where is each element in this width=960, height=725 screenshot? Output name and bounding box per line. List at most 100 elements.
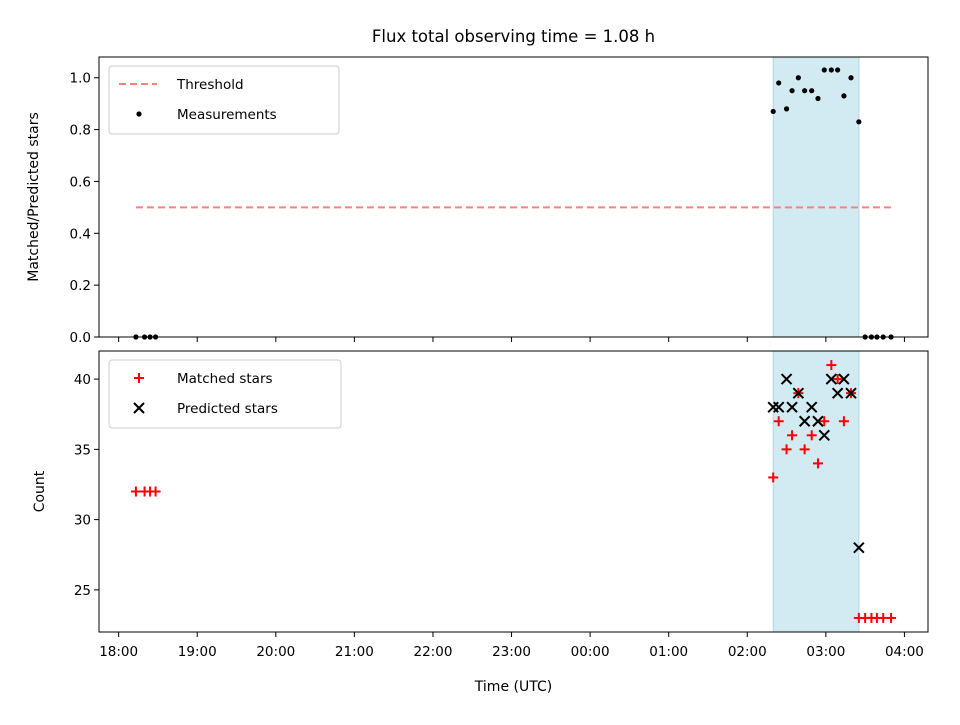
y-tick-label: 1.0 (70, 71, 91, 87)
x-tick-label: 00:00 (571, 644, 610, 660)
data-point (787, 430, 798, 441)
data-point (795, 75, 801, 81)
data-point (841, 93, 847, 99)
legend-box (108, 65, 340, 135)
observing-window-band (772, 56, 860, 338)
x-tick-label: 03:00 (806, 644, 845, 660)
legend-marker-swatch-stroke-1 (133, 402, 145, 414)
legend: Matched stars Predicted stars (108, 359, 342, 429)
data-point (831, 387, 844, 399)
data-point (832, 374, 843, 385)
data-point (835, 67, 841, 73)
y-axis-label-ratio: Matched/Predicted stars (26, 112, 42, 282)
x-tick-label: 20:00 (256, 644, 295, 660)
data-point (821, 67, 827, 73)
x-tick-label: 01:00 (649, 644, 688, 660)
y-tick-label: 30 (74, 513, 91, 529)
y-tick-label: 35 (74, 442, 91, 458)
data-point (825, 373, 838, 385)
legend-marker-swatch (134, 373, 144, 383)
data-point (805, 401, 818, 413)
x-tick-label: 23:00 (492, 644, 531, 660)
chart-title: Flux total observing time = 1.08 h (372, 27, 655, 46)
data-point (856, 119, 862, 125)
legend-marker-swatch (133, 402, 145, 414)
x-tick-label: 22:00 (414, 644, 453, 660)
y-tick-label: 0.4 (70, 226, 91, 242)
y-tick-label: 25 (74, 583, 91, 599)
legend-label: Threshold (176, 77, 244, 93)
legend-box (108, 359, 342, 429)
data-point (780, 373, 793, 385)
data-point-stroke-1 (786, 401, 798, 413)
y-tick-label: 0.8 (70, 123, 91, 139)
y-tick-label: 40 (74, 372, 91, 388)
data-point (770, 108, 776, 115)
x-axis-label: Time (UTC) (474, 679, 552, 695)
x-tick-label: 19:00 (178, 644, 217, 660)
panel-ratio: 0.0 0.2 0.4 0.6 0.8 1.0 Threshold Measurements (70, 56, 929, 346)
data-point (786, 401, 798, 413)
data-point (819, 416, 830, 427)
data-point (886, 612, 897, 623)
data-point (798, 415, 811, 427)
data-point (802, 88, 808, 94)
data-point (773, 416, 784, 427)
data-point-stroke-1 (792, 387, 805, 399)
data-point-stroke-1 (845, 387, 857, 399)
legend-marker-swatch (136, 111, 142, 117)
data-point (845, 387, 857, 399)
axes-frame (98, 350, 929, 633)
y-tick-label: 0.0 (70, 330, 91, 346)
data-point (812, 458, 823, 469)
data-point (812, 415, 824, 427)
legend-label: Measurements (177, 107, 277, 123)
data-point (799, 444, 810, 455)
data-point (815, 95, 821, 102)
data-point (768, 472, 779, 483)
data-point (838, 416, 849, 427)
data-point (838, 373, 850, 385)
data-point-stroke-1 (818, 429, 830, 442)
data-point-stroke-1 (798, 415, 811, 427)
legend-label: Predicted stars (177, 401, 278, 417)
data-point (853, 541, 865, 554)
legend: Threshold Measurements (108, 65, 340, 135)
data-point-stroke-1 (812, 415, 824, 427)
data-point (130, 486, 141, 497)
data-point (150, 486, 161, 497)
data-point (826, 360, 837, 371)
data-point-stroke-1 (780, 373, 793, 385)
data-point (818, 429, 830, 442)
data-point (776, 80, 782, 86)
data-point-stroke-1 (831, 387, 844, 399)
data-point-stroke-1 (772, 401, 785, 413)
data-point (809, 88, 815, 94)
y-tick-label: 0.2 (70, 278, 91, 294)
data-point (828, 67, 834, 73)
data-point (781, 444, 792, 455)
data-point-stroke-1 (853, 541, 865, 554)
series-predicted-stars (767, 373, 865, 554)
data-point-stroke-1 (825, 373, 838, 385)
legend-label: Matched stars (177, 371, 273, 387)
x-tick-label: 04:00 (885, 644, 924, 660)
data-point (772, 401, 785, 413)
x-tick-label: 18:00 (99, 644, 138, 660)
data-point (783, 106, 790, 112)
observing-window-band (772, 350, 860, 633)
data-point-stroke-1 (805, 401, 818, 413)
panel-count: 25 30 35 40 18:00 19:00 20:00 21:00 22:00 23:00 00… (74, 350, 929, 660)
data-point (792, 387, 805, 399)
x-tick-label: 02:00 (728, 644, 767, 660)
data-point-stroke-1 (838, 373, 850, 385)
y-axis-label-count: Count (32, 470, 48, 512)
y-tick-label: 0.6 (70, 174, 91, 190)
data-point (848, 75, 854, 81)
x-tick-label: 21:00 (335, 644, 374, 660)
axes-frame (98, 56, 929, 338)
data-point (806, 430, 817, 441)
data-point (789, 88, 795, 94)
